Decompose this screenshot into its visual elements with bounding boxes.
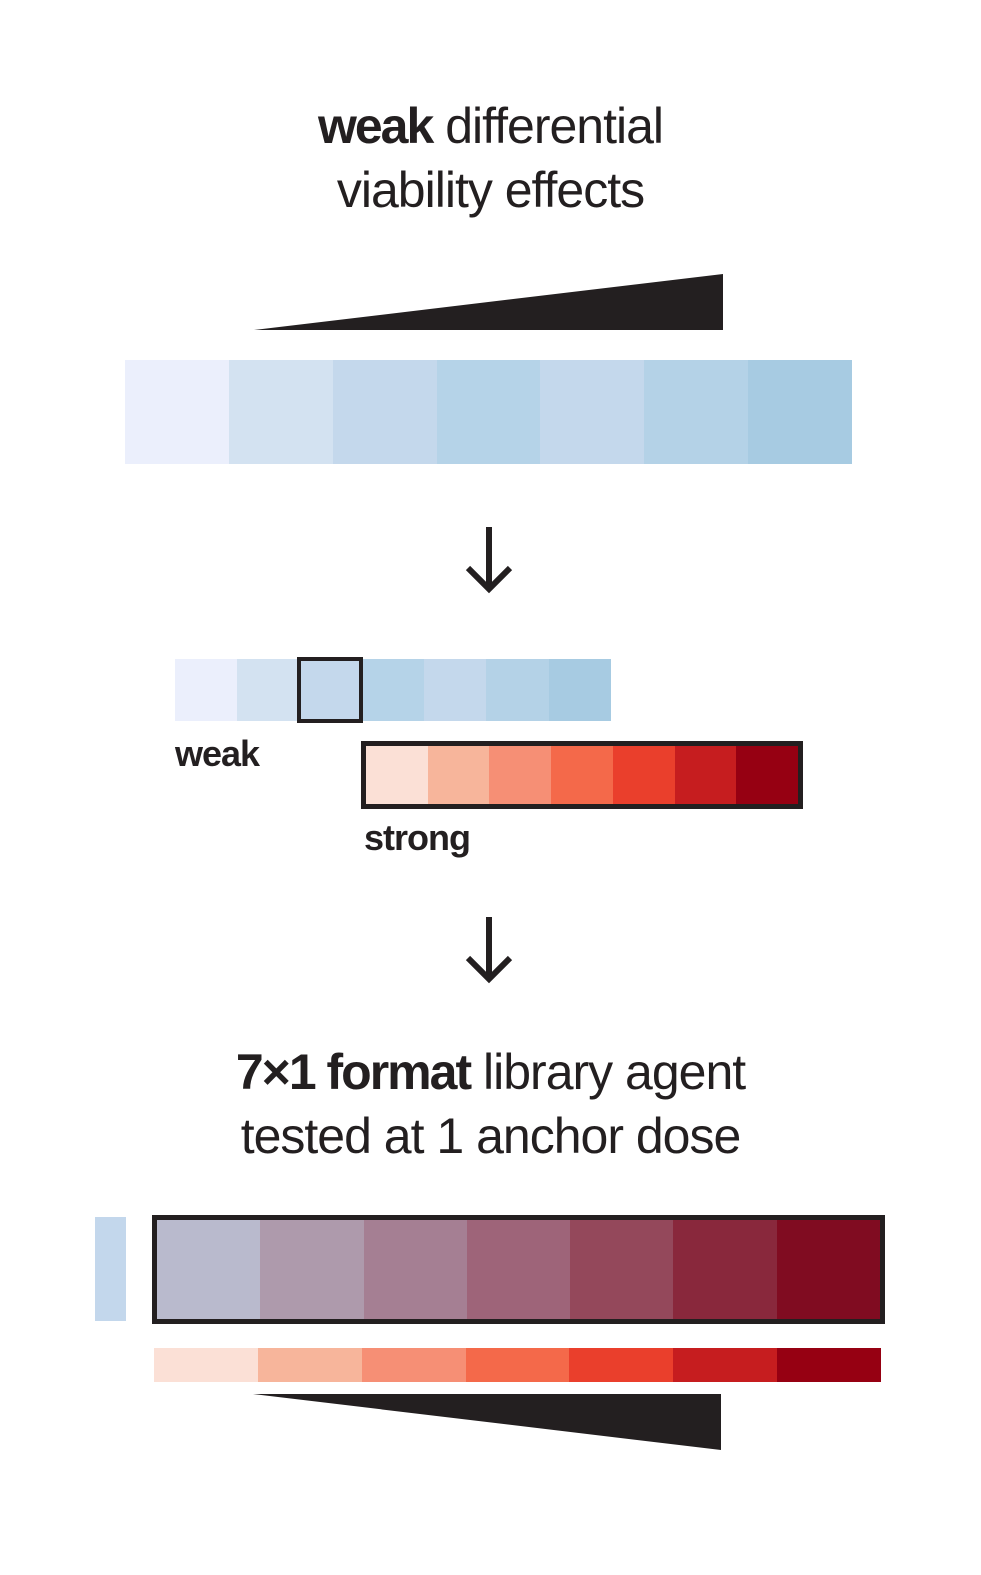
title-top-line1: weak differential [0,94,981,158]
strong-red-strip [361,741,803,809]
title-top-bold: weak [317,98,434,154]
strong-red-cell-6 [674,746,737,804]
strong-red-cell-5 [612,746,675,804]
combined-cell-1 [157,1220,261,1319]
top-blue-cell-7 [748,360,853,464]
arrow-down-icon [465,917,513,984]
combined-cell-5 [570,1220,674,1319]
top-blue-cell-4 [436,360,541,464]
bottom-red-cell-4 [465,1348,570,1382]
selected-weak-cell [297,657,363,723]
weak-blue-cell-5 [424,659,487,721]
increasing-dose-wedge [254,274,723,330]
weak-blue-cell-7 [548,659,611,721]
strong-red-cell-1 [366,746,428,804]
title-bottom-rest: library agent [483,1044,746,1100]
top-blue-cell-3 [332,360,437,464]
weak-blue-cell-2 [237,659,300,721]
bottom-red-cell-1 [154,1348,258,1382]
title-bottom-line1: 7×1 format library agent [0,1040,981,1104]
weak-blue-cell-4 [361,659,425,721]
weak-blue-cell-1 [175,659,238,721]
combined-cell-4 [466,1220,571,1319]
label-weak: weak [175,733,260,774]
anchor-dose-swatch [95,1217,126,1321]
title-top-line2: viability effects [336,162,645,218]
strong-red-cell-4 [551,746,613,804]
top-blue-cell-2 [228,360,333,464]
bottom-red-cell-7 [777,1348,882,1382]
bottom-red-cell-2 [257,1348,362,1382]
arrow-down-icon [465,527,513,594]
title-bottom-bold: 7×1 format [235,1044,472,1100]
combined-cell-7 [776,1220,880,1319]
weak-blue-strip [175,659,611,721]
title-bottom-line2: tested at 1 anchor dose [240,1108,742,1164]
top-blue-cell-1 [125,360,229,464]
strong-red-cell-2 [427,746,490,804]
title-bottom: 7×1 format library agent tested at 1 anc… [0,1040,981,1168]
decreasing-dose-wedge [253,1394,721,1450]
weak-blue-cell-6 [486,659,549,721]
title-top: weak differential viability effects [0,94,981,222]
strong-red-cell-3 [489,746,552,804]
combined-cell-3 [363,1220,467,1319]
label-strong: strong [364,817,471,858]
top-blue-cell-5 [540,360,645,464]
top-blue-strip [125,360,853,464]
combined-cell-6 [673,1220,777,1319]
bottom-red-cell-5 [569,1348,674,1382]
title-top-rest: differential [445,98,664,154]
combined-cell-2 [260,1220,364,1319]
bottom-red-strip [154,1348,882,1382]
combined-strip [152,1215,885,1324]
strong-red-cell-7 [736,746,799,804]
bottom-red-cell-3 [361,1348,466,1382]
top-blue-cell-6 [644,360,749,464]
bottom-red-cell-6 [673,1348,778,1382]
